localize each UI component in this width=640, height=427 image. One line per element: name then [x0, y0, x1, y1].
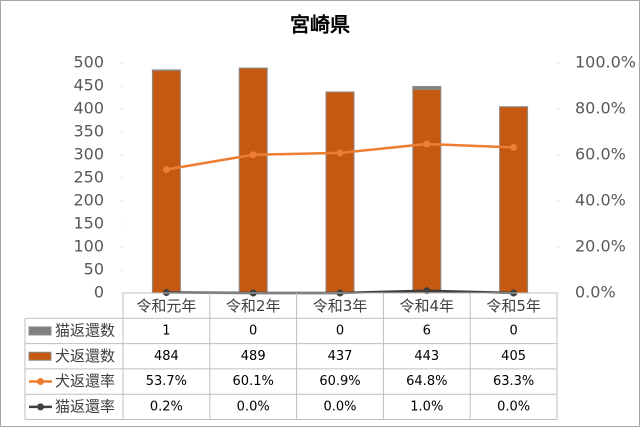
x-tick-label: 令和元年 — [136, 297, 196, 315]
bar — [238, 67, 268, 294]
bar — [412, 88, 442, 294]
y-tick-label: 0 — [94, 283, 104, 302]
bar — [325, 91, 355, 294]
y2-tick-label: 0.0% — [575, 283, 616, 302]
table-cell: 1.0% — [410, 399, 443, 414]
y-tick-label: 350 — [73, 122, 104, 141]
y2-tick-label: 60.0% — [575, 145, 626, 164]
marker — [249, 151, 257, 159]
table-cell: 0 — [249, 323, 257, 338]
legend-key — [28, 326, 52, 336]
table-cell: 53.7% — [146, 374, 187, 389]
table-cell: 0 — [509, 323, 517, 338]
table-cell: 0.2% — [150, 399, 183, 414]
y2-tick-label: 40.0% — [575, 191, 626, 210]
marker — [336, 149, 344, 157]
bar — [499, 106, 529, 294]
legend-label: 猫返還数 — [55, 321, 115, 339]
legend-key — [37, 403, 44, 411]
table-cell: 63.3% — [493, 374, 534, 389]
y2-tick-label: 20.0% — [575, 237, 626, 256]
x-tick-label: 令和4年 — [400, 297, 455, 315]
table-cell: 405 — [501, 349, 526, 364]
table-cell: 489 — [241, 349, 266, 364]
table-cell: 60.1% — [233, 374, 274, 389]
y-tick-label: 300 — [73, 145, 104, 164]
y-tick-label: 100 — [73, 237, 104, 256]
x-tick-label: 令和2年 — [226, 297, 281, 315]
y-tick-label: 450 — [73, 76, 104, 95]
table-cell: 443 — [414, 349, 439, 364]
y-tick-label: 200 — [73, 191, 104, 210]
bar — [412, 85, 442, 90]
table-cell: 0.0% — [237, 399, 270, 414]
table-cell: 1 — [162, 323, 170, 338]
legend-label: 犬返還率 — [55, 372, 115, 390]
x-tick-label: 令和5年 — [486, 297, 541, 315]
legend-label: 犬返還数 — [55, 347, 115, 365]
table-cell: 0.0% — [497, 399, 530, 414]
y-tick-label: 50 — [84, 260, 104, 279]
bar — [151, 69, 181, 294]
marker — [510, 143, 518, 151]
table-cell: 64.8% — [406, 374, 447, 389]
chart-title: 宮崎県 — [290, 13, 350, 37]
y2-tick-label: 80.0% — [575, 99, 626, 118]
y-tick-label: 500 — [73, 53, 104, 72]
legend-label: 猫返還率 — [55, 397, 115, 415]
table-cell: 60.9% — [319, 374, 360, 389]
table-cell: 0 — [336, 323, 344, 338]
x-tick-label: 令和3年 — [313, 297, 368, 315]
table-cell: 6 — [423, 323, 431, 338]
y-tick-label: 400 — [73, 99, 104, 118]
legend-key — [28, 351, 52, 361]
legend-key — [37, 378, 44, 386]
y-tick-label: 150 — [73, 214, 104, 233]
marker — [423, 140, 431, 148]
table-cell: 484 — [154, 349, 179, 364]
y2-tick-label: 100.0% — [575, 53, 636, 72]
table-cell: 0.0% — [323, 399, 356, 414]
marker — [162, 165, 170, 173]
table-cell: 437 — [328, 349, 353, 364]
y-tick-label: 250 — [73, 168, 104, 187]
marker — [423, 287, 431, 295]
